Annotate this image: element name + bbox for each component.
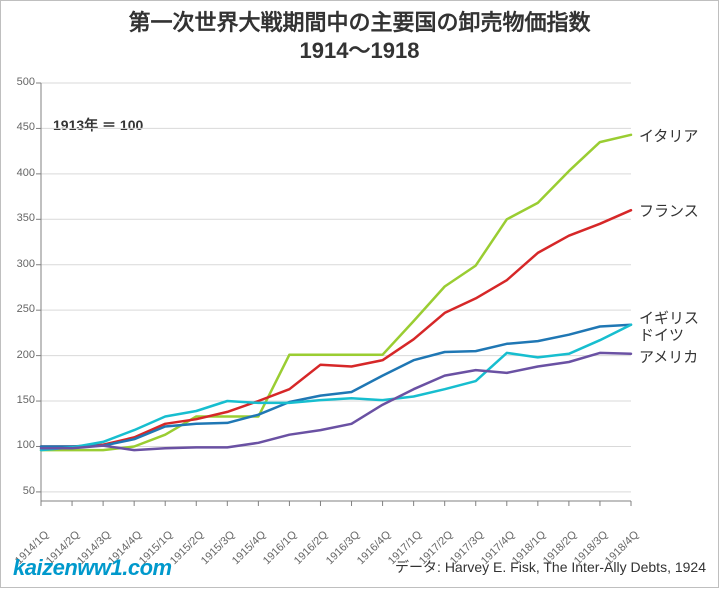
- data-source: データ: Harvey E. Fisk, The Inter-Ally Debt…: [395, 557, 706, 577]
- y-tick-label: 50: [7, 485, 35, 497]
- chart-container: 第一次世界大戦期間中の主要国の卸売物価指数 1914～1918 1913年 ＝ …: [0, 0, 719, 588]
- y-tick-label: 450: [7, 121, 35, 133]
- chart-plot: [1, 1, 719, 589]
- series-label-イタリア: イタリア: [639, 125, 698, 146]
- y-tick-label: 200: [7, 349, 35, 361]
- y-tick-label: 100: [7, 439, 35, 451]
- y-tick-label: 500: [7, 76, 35, 88]
- credit-text: kaizenww1.com: [13, 555, 172, 581]
- series-label-アメリカ: アメリカ: [639, 346, 698, 367]
- y-tick-label: 400: [7, 167, 35, 179]
- series-label-フランス: フランス: [639, 200, 699, 221]
- series-label-ドイツ: ドイツ: [639, 324, 684, 345]
- y-tick-label: 150: [7, 394, 35, 406]
- y-tick-label: 350: [7, 212, 35, 224]
- y-tick-label: 250: [7, 303, 35, 315]
- y-tick-label: 300: [7, 258, 35, 270]
